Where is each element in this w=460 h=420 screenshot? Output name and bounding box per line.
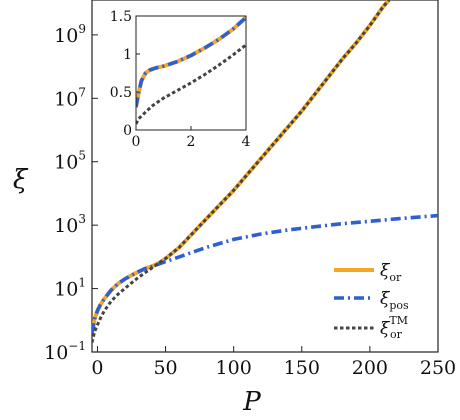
- inset-series-line-pos: [136, 16, 246, 108]
- main-series: [92, 0, 438, 343]
- legend-label-tm: ξTM or: [380, 314, 408, 341]
- inset-ticks: 0 2 4 0 0.5 1 1.5: [110, 9, 251, 150]
- y-tick-label: 101: [54, 276, 86, 301]
- y-tick-label: 109: [54, 22, 86, 47]
- legend-label-pos: ξpos: [380, 289, 409, 312]
- y-tick-label: 107: [54, 85, 86, 110]
- x-tick-label: 250: [420, 357, 456, 379]
- series-line-pos: [92, 213, 438, 334]
- inset: 0 2 4 0 0.5 1 1.5: [110, 9, 251, 150]
- series-line-tm: [92, 0, 391, 343]
- x-axis-label: P: [242, 387, 261, 415]
- inset-y-tick-label: 1: [123, 47, 132, 63]
- x-tick-label: 200: [352, 357, 388, 379]
- y-tick-label: 103: [54, 212, 86, 237]
- inset-x-tick-label: 4: [242, 134, 251, 150]
- x-tick-label: 50: [153, 357, 177, 379]
- x-tick-label: 150: [284, 357, 320, 379]
- inset-y-tick-label: 0.5: [110, 85, 132, 101]
- x-tick-label: 0: [91, 357, 103, 379]
- y-tick-label: 105: [54, 149, 86, 174]
- y-axis-label: ξ: [13, 165, 29, 195]
- inset-series: [136, 16, 246, 125]
- inset-x-tick-label: 2: [187, 134, 196, 150]
- inset-y-tick-label: 1.5: [110, 9, 132, 25]
- plot-frame: [91, 0, 439, 353]
- y-tick-label: 10−1: [44, 339, 86, 364]
- inset-x-tick-label: 0: [132, 134, 141, 150]
- inset-y-tick-label: 0: [123, 123, 132, 139]
- x-tick-label: 100: [216, 357, 252, 379]
- legend-label-or: ξor: [380, 261, 402, 284]
